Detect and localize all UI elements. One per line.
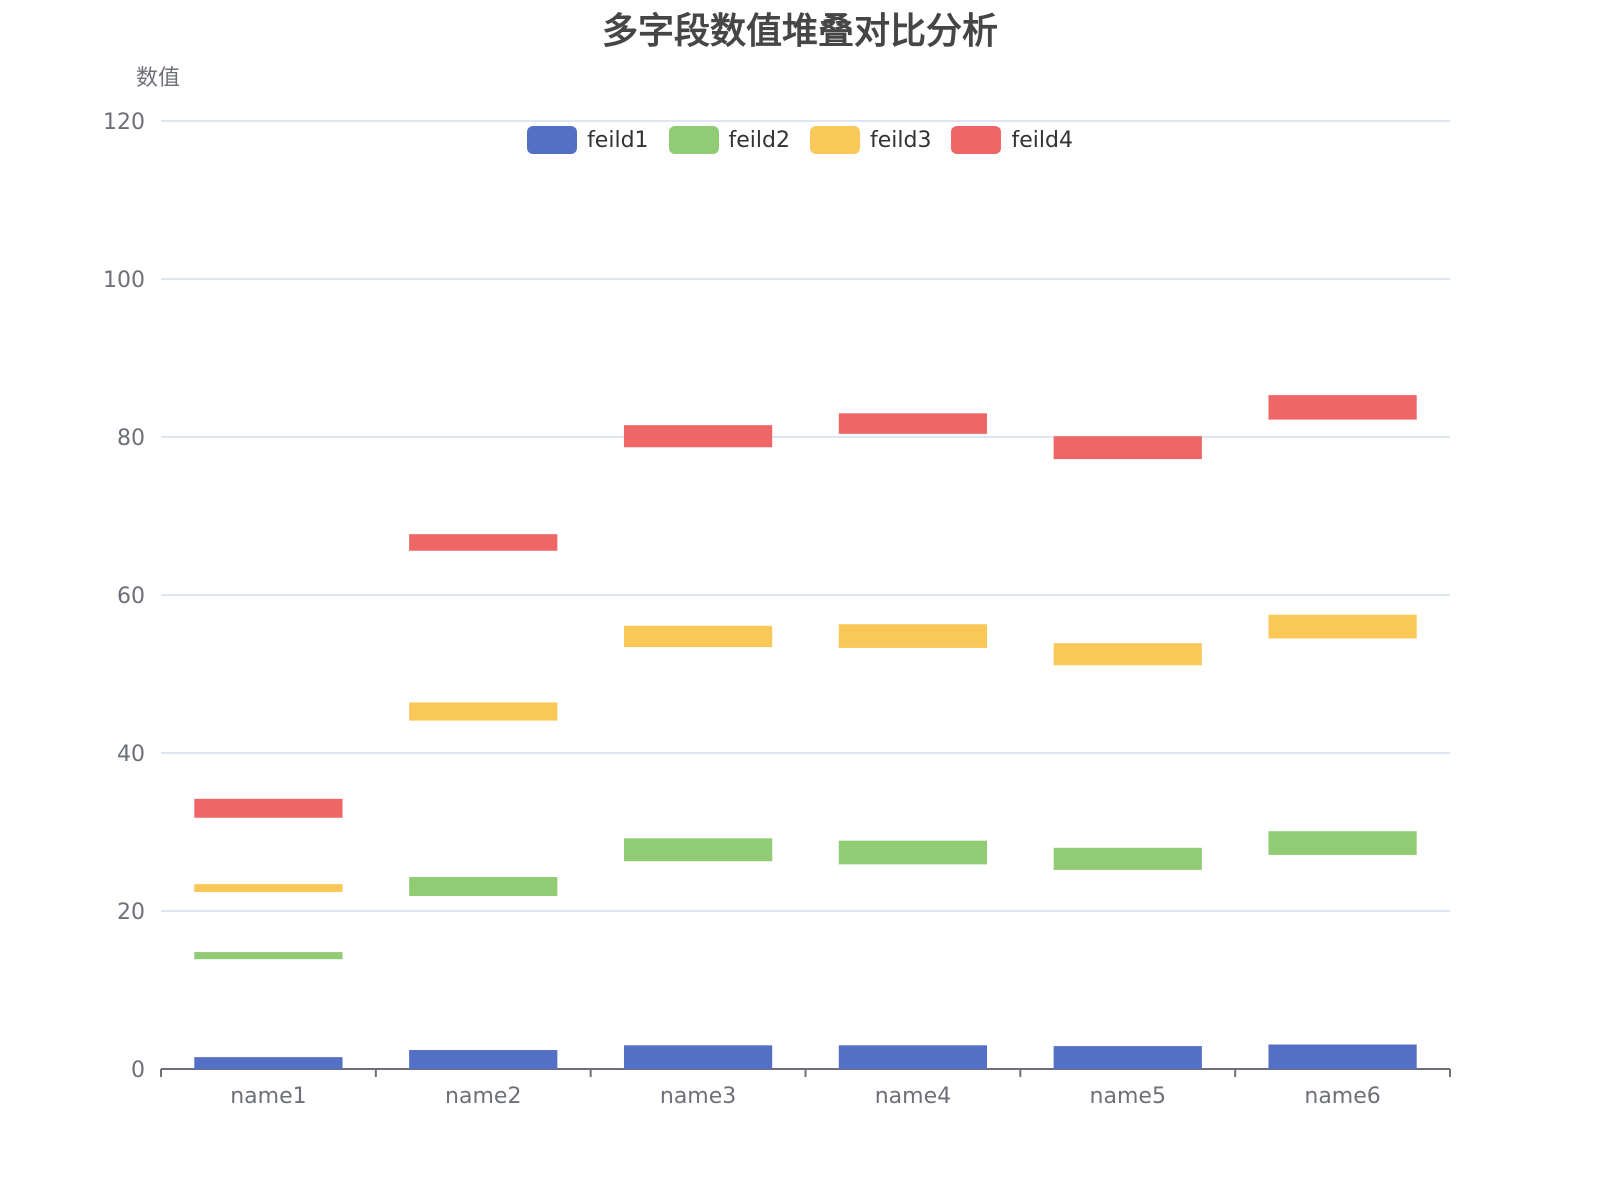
bar-feild2-name5 (1053, 847, 1202, 870)
bar-feild2-name3 (623, 838, 773, 862)
chart-title: 多字段数值堆叠对比分析 (601, 11, 998, 52)
y-tick-label: 40 (117, 742, 145, 767)
x-tick-label: name1 (230, 1084, 306, 1109)
y-axis-label: 数值 (136, 66, 181, 91)
legend-swatch (810, 126, 860, 154)
legend-item-feild3[interactable]: feild3 (810, 126, 931, 154)
bar-feild4-name6 (1268, 395, 1417, 420)
legend-label: feild1 (587, 127, 649, 153)
bar-feild1-name5 (1053, 1046, 1202, 1069)
bar-feild1-name2 (409, 1050, 558, 1069)
bar-feild3-name2 (409, 702, 558, 721)
legend-label: feild4 (1011, 127, 1073, 153)
bar-feild3-name6 (1268, 614, 1417, 639)
bar-feild3-name3 (623, 625, 773, 648)
bar-feild1-name4 (838, 1045, 988, 1069)
bar-feild1-name1 (194, 1057, 343, 1069)
x-tick-label: name6 (1304, 1084, 1380, 1109)
bar-feild2-name6 (1268, 831, 1417, 855)
bar-feild2-name1 (194, 952, 343, 960)
y-tick-label: 80 (117, 426, 145, 451)
legend-swatch (951, 126, 1002, 154)
legend-item-feild4[interactable]: feild4 (951, 126, 1073, 154)
bar-feild4-name1 (194, 798, 343, 818)
bar-feild2-name4 (838, 840, 988, 865)
bar-feild2-name2 (409, 877, 558, 896)
x-tick-label: name3 (660, 1084, 736, 1109)
bar-feild1-name3 (623, 1045, 773, 1069)
y-tick-label: 100 (103, 268, 145, 293)
bar-feild4-name4 (838, 413, 988, 434)
legend-label: feild2 (728, 127, 790, 153)
bar-feild3-name1 (194, 884, 343, 893)
y-tick-label: 60 (117, 584, 145, 609)
legend-swatch (668, 126, 719, 154)
bar-feild1-name6 (1268, 1044, 1417, 1069)
legend-label: feild3 (870, 127, 932, 153)
bar-feild3-name5 (1053, 643, 1202, 666)
y-tick-label: 20 (117, 900, 145, 925)
bar-feild4-name2 (409, 534, 558, 551)
legend-swatch (527, 126, 578, 154)
bar-feild4-name5 (1053, 436, 1202, 460)
legend-item-feild2[interactable]: feild2 (668, 126, 790, 154)
bar-feild3-name4 (838, 624, 988, 648)
x-tick-label: name5 (1090, 1084, 1166, 1109)
x-tick-label: name2 (445, 1084, 521, 1109)
legend: feild1 feild2 feild3 feild4 (0, 126, 1600, 154)
legend-item-feild1[interactable]: feild1 (527, 126, 649, 154)
bar-feild4-name3 (623, 425, 773, 448)
y-tick-label: 0 (131, 1058, 145, 1083)
y-tick-label: 120 (103, 110, 145, 135)
x-tick-label: name4 (875, 1084, 951, 1109)
